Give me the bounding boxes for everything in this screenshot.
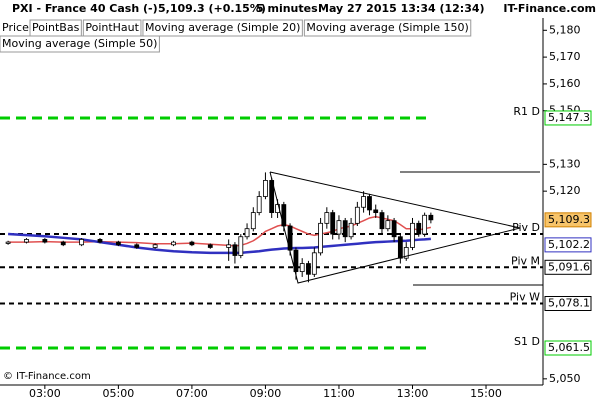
candle-body [256, 196, 262, 214]
legend-entry: PointBas [32, 21, 80, 34]
candle-body [348, 222, 354, 238]
candle-body [299, 263, 305, 272]
candle-body [330, 212, 336, 235]
candle-body [397, 236, 403, 259]
pivot-name: Piv W [510, 290, 540, 303]
candle-body [373, 209, 379, 214]
candle-body [42, 239, 48, 243]
candle-body [171, 241, 176, 246]
candle-body [361, 196, 366, 208]
candle-body [263, 180, 268, 197]
candle-body [416, 222, 422, 235]
value-box-label: 5,078.1 [548, 296, 590, 309]
candle-body [403, 247, 409, 259]
interval: 5 minutes [256, 2, 318, 15]
value-box [544, 259, 592, 275]
value-box [544, 295, 592, 311]
candle-body [60, 241, 66, 246]
x-tick-label: 03:00 [29, 387, 61, 400]
value-box-label: 5,091.6 [548, 260, 590, 273]
candle-body [422, 214, 428, 235]
candle-body [379, 212, 385, 230]
x-tick-label: 05:00 [103, 387, 135, 400]
pivot-name: S1 D [514, 335, 540, 348]
candle-body [385, 220, 391, 230]
candle-body [226, 244, 232, 248]
y-tick-label: 5,050 [549, 372, 581, 385]
last-price-box [544, 212, 592, 228]
candle-body [293, 249, 299, 272]
candle-body [324, 212, 330, 224]
candle-body [311, 252, 317, 275]
candle-body [5, 241, 11, 244]
candle-body [354, 206, 360, 224]
value-box [544, 110, 592, 126]
candle-body [367, 196, 372, 211]
candle-body [97, 239, 103, 243]
value-box-label: 5,147.3 [548, 111, 590, 124]
candle-body [336, 220, 342, 235]
legend-entry: Moving average (Simple 20) [145, 21, 300, 34]
pivot-name: Piv M [511, 254, 540, 267]
legend-box [0, 35, 160, 53]
candle-body [152, 244, 158, 248]
legend-entry: Moving average (Simple 50) [2, 37, 157, 50]
candle-body [410, 222, 415, 248]
candle-body [244, 228, 250, 238]
legend-box [142, 19, 303, 37]
legend-entry: Moving average (Simple 150) [306, 21, 468, 34]
moving-average [8, 215, 432, 247]
candle-body [24, 239, 29, 243]
y-tick-label: 5,120 [549, 184, 581, 197]
candle-body [250, 212, 256, 230]
candle-body [232, 244, 238, 256]
value-box [544, 340, 592, 356]
candle-body [306, 263, 311, 275]
candle-body [391, 220, 397, 238]
x-tick-label: 11:00 [323, 387, 355, 400]
plot [0, 116, 543, 350]
candle-body [207, 244, 213, 248]
title: PXI - France 40 Cash (-) [12, 2, 158, 15]
candle-body [134, 244, 140, 248]
candle-body [79, 239, 85, 246]
legend-entry: PointHaut [85, 21, 139, 34]
y-tick-label: 5,180 [549, 23, 581, 36]
copyright: © IT-Finance.com [3, 371, 91, 382]
ma-value-label: 5,102.2 [548, 238, 590, 251]
x-tick-label: 07:00 [176, 387, 208, 400]
last-price-label: 5,109.3 [548, 213, 590, 226]
y-tick-label: 5,170 [549, 50, 581, 63]
candle-body [115, 241, 121, 246]
moving-average [8, 232, 431, 255]
x-tick-label: 13:00 [397, 387, 429, 400]
legend-price: Price [2, 21, 29, 34]
ma-value-box [544, 237, 592, 253]
candle-body [318, 222, 323, 254]
value-box-label: 5,061.5 [548, 341, 590, 354]
y-tick-label: 5,160 [549, 77, 581, 90]
candle-body [189, 241, 195, 246]
source: IT-Finance.com [503, 2, 596, 15]
pivot-name: R1 D [513, 105, 540, 118]
last: 5,109.3 (+0.15%) [158, 2, 266, 15]
candle-body [238, 236, 244, 256]
legend-box [303, 19, 472, 37]
x-tick-label: 09:00 [250, 387, 282, 400]
timestamp: May 27 2015 13:34 (12:34) [318, 2, 485, 15]
y-tick-label: 5,130 [549, 157, 581, 170]
pivot-name: Piv D [512, 221, 540, 234]
header-bg [0, 0, 600, 18]
candle-body [342, 220, 348, 238]
triangle-drawing [269, 171, 521, 284]
candle-body [428, 214, 434, 221]
x-tick-label: 15:00 [470, 387, 502, 400]
